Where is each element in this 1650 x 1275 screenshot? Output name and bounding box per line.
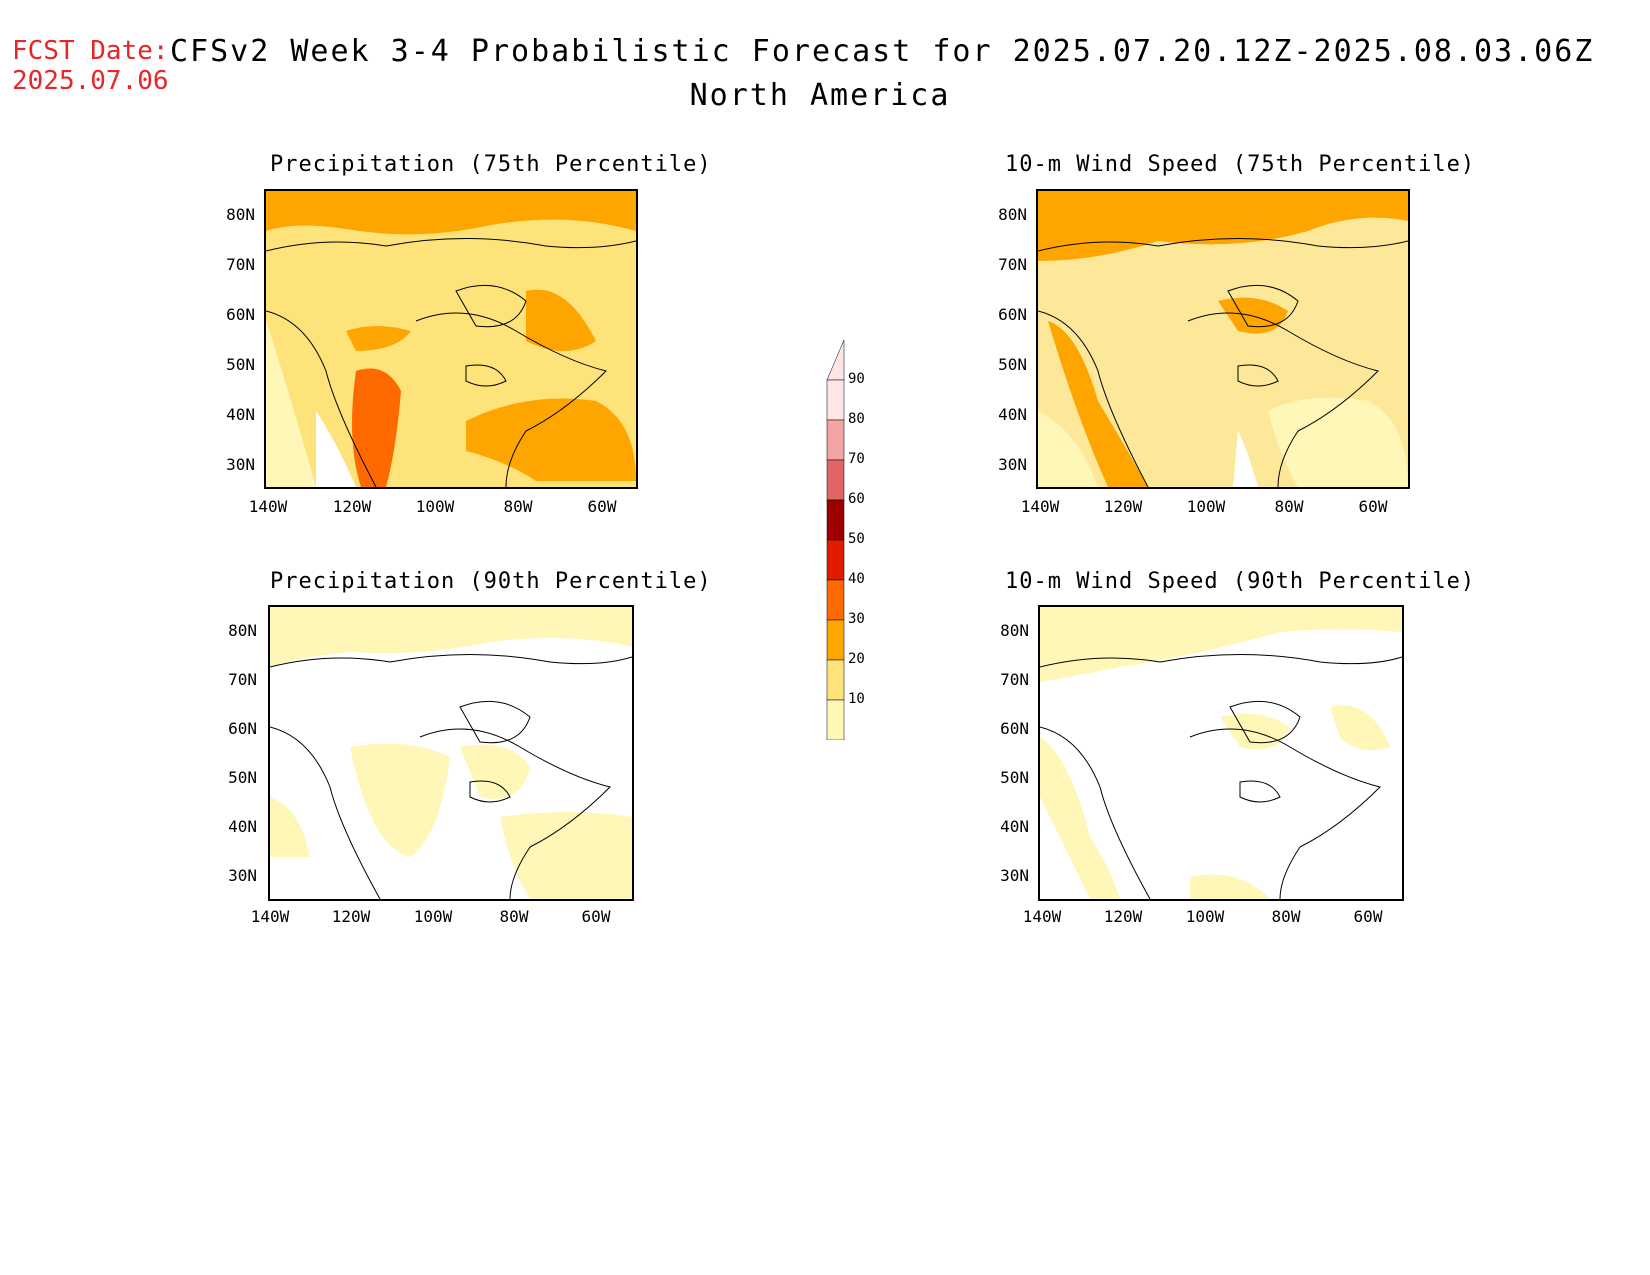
- lat-tick: 80N: [998, 205, 1027, 224]
- colorbar-swatch: [826, 579, 845, 621]
- lon-tick: 60W: [587, 497, 617, 516]
- lon-tick: 140W: [248, 497, 288, 516]
- forecast-date: FCST Date: 2025.07.06: [12, 36, 169, 96]
- colorbar-cap-top: [826, 339, 845, 381]
- lat-tick: 60N: [228, 719, 257, 738]
- lat-tick: 60N: [998, 305, 1027, 324]
- lon-tick: 140W: [1022, 907, 1062, 926]
- colorbar-swatch: [826, 459, 845, 501]
- lat-tick: 50N: [228, 768, 257, 787]
- lon-tick: 80W: [1271, 907, 1301, 926]
- lon-tick: 100W: [413, 907, 453, 926]
- colorbar-label: 60: [848, 491, 865, 507]
- colorbar-label: 40: [848, 571, 865, 587]
- colorbar-label: 80: [848, 411, 865, 427]
- lon-tick: 120W: [331, 907, 371, 926]
- lat-tick: 70N: [226, 255, 255, 274]
- lat-tick: 70N: [228, 670, 257, 689]
- lon-tick: 120W: [1103, 497, 1143, 516]
- lat-tick: 40N: [228, 817, 257, 836]
- lon-tick: 60W: [581, 907, 611, 926]
- precip-75-map: [264, 189, 638, 489]
- colorbar: [820, 339, 850, 744]
- colorbar-swatch: [826, 499, 845, 541]
- colorbar-swatch: [826, 419, 845, 461]
- page-title: CFSv2 Week 3-4 Probabilistic Forecast fo…: [170, 34, 1595, 69]
- lat-tick: 60N: [1000, 719, 1029, 738]
- lat-tick: 40N: [226, 405, 255, 424]
- panel-title: Precipitation (90th Percentile): [270, 569, 712, 594]
- lon-tick: 100W: [415, 497, 455, 516]
- panel-title: 10-m Wind Speed (90th Percentile): [1005, 569, 1476, 594]
- colorbar-label: 50: [848, 531, 865, 547]
- colorbar-swatch: [826, 539, 845, 581]
- colorbar-label: 70: [848, 451, 865, 467]
- lat-tick: 30N: [998, 455, 1027, 474]
- lon-tick: 100W: [1186, 497, 1226, 516]
- lat-tick: 50N: [226, 355, 255, 374]
- lon-tick: 120W: [332, 497, 372, 516]
- lat-tick: 30N: [1000, 866, 1029, 885]
- forecast-date-label: FCST Date:: [12, 36, 169, 66]
- wind-75-map: [1036, 189, 1410, 489]
- lat-tick: 30N: [226, 455, 255, 474]
- lat-tick: 70N: [1000, 670, 1029, 689]
- lon-tick: 140W: [250, 907, 290, 926]
- lon-tick: 60W: [1353, 907, 1383, 926]
- lon-tick: 60W: [1358, 497, 1388, 516]
- colorbar-label: 20: [848, 651, 865, 667]
- lon-tick: 80W: [503, 497, 533, 516]
- lon-tick: 80W: [1274, 497, 1304, 516]
- lat-tick: 80N: [226, 205, 255, 224]
- panel-title: 10-m Wind Speed (75th Percentile): [1005, 152, 1476, 177]
- colorbar-swatch: [826, 699, 845, 741]
- colorbar-label: 90: [848, 371, 865, 387]
- lat-tick: 80N: [228, 621, 257, 640]
- colorbar-swatches: [826, 339, 845, 741]
- lon-tick: 140W: [1020, 497, 1060, 516]
- colorbar-label: 30: [848, 611, 865, 627]
- forecast-date-value: 2025.07.06: [12, 66, 169, 96]
- lon-tick: 120W: [1103, 907, 1143, 926]
- lat-tick: 40N: [1000, 817, 1029, 836]
- precip-90-map: [268, 605, 634, 901]
- lon-tick: 80W: [499, 907, 529, 926]
- lat-tick: 50N: [1000, 768, 1029, 787]
- wind-90-map: [1038, 605, 1404, 901]
- colorbar-swatch: [826, 619, 845, 661]
- panel-title: Precipitation (75th Percentile): [270, 152, 712, 177]
- lat-tick: 40N: [998, 405, 1027, 424]
- lat-tick: 50N: [998, 355, 1027, 374]
- lat-tick: 30N: [228, 866, 257, 885]
- lat-tick: 60N: [226, 305, 255, 324]
- lat-tick: 70N: [998, 255, 1027, 274]
- colorbar-swatch: [826, 379, 845, 421]
- page-subtitle: North America: [689, 78, 951, 113]
- colorbar-label: 10: [848, 691, 865, 707]
- lon-tick: 100W: [1185, 907, 1225, 926]
- colorbar-swatch: [826, 659, 845, 701]
- lat-tick: 80N: [1000, 621, 1029, 640]
